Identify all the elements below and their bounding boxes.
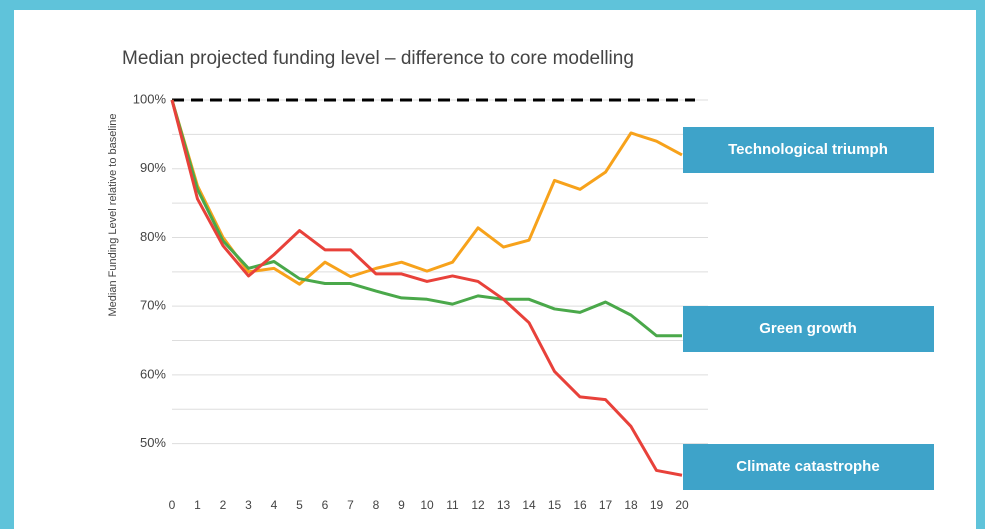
x-tick-label: 16 <box>573 498 587 512</box>
x-tick-label: 17 <box>599 498 613 512</box>
x-tick-label: 2 <box>220 498 227 512</box>
x-tick-label: 1 <box>194 498 201 512</box>
series-label-box <box>683 306 934 352</box>
x-tick-label: 10 <box>420 498 434 512</box>
series-label: Technological triumph <box>728 141 888 158</box>
x-tick-label: 6 <box>322 498 329 512</box>
y-tick-label: 100% <box>133 91 167 106</box>
series-line <box>170 99 682 338</box>
x-tick-label: 11 <box>446 498 459 512</box>
chart-title: Median projected funding level – differe… <box>122 48 634 69</box>
x-tick-label: 7 <box>347 498 354 512</box>
x-tick-label: 4 <box>271 498 278 512</box>
panel <box>14 10 976 529</box>
series-line <box>170 99 683 477</box>
x-tick-label: 5 <box>296 498 303 512</box>
x-tick-label: 3 <box>245 498 252 512</box>
x-tick-label: 0 <box>169 498 176 512</box>
series-label-box <box>683 127 934 173</box>
series-label-box <box>683 444 934 490</box>
series-label: Green growth <box>759 320 857 337</box>
x-tick-label: 20 <box>675 498 689 512</box>
x-tick-label: 18 <box>624 498 638 512</box>
x-tick-label: 9 <box>398 498 405 512</box>
y-tick-label: 80% <box>140 229 166 244</box>
x-tick-label: 19 <box>650 498 664 512</box>
x-tick-label: 12 <box>471 498 485 512</box>
x-tick-label: 15 <box>548 498 562 512</box>
y-axis-label: Median Funding Level relative to baselin… <box>107 113 119 316</box>
x-tick-label: 8 <box>373 498 380 512</box>
x-tick-label: 14 <box>522 498 536 512</box>
y-tick-label: 60% <box>140 366 166 381</box>
series-label: Climate catastrophe <box>736 458 879 475</box>
y-tick-label: 50% <box>140 435 166 450</box>
y-tick-label: 70% <box>140 298 166 313</box>
x-tick-label: 13 <box>497 498 511 512</box>
y-tick-label: 90% <box>140 160 166 175</box>
